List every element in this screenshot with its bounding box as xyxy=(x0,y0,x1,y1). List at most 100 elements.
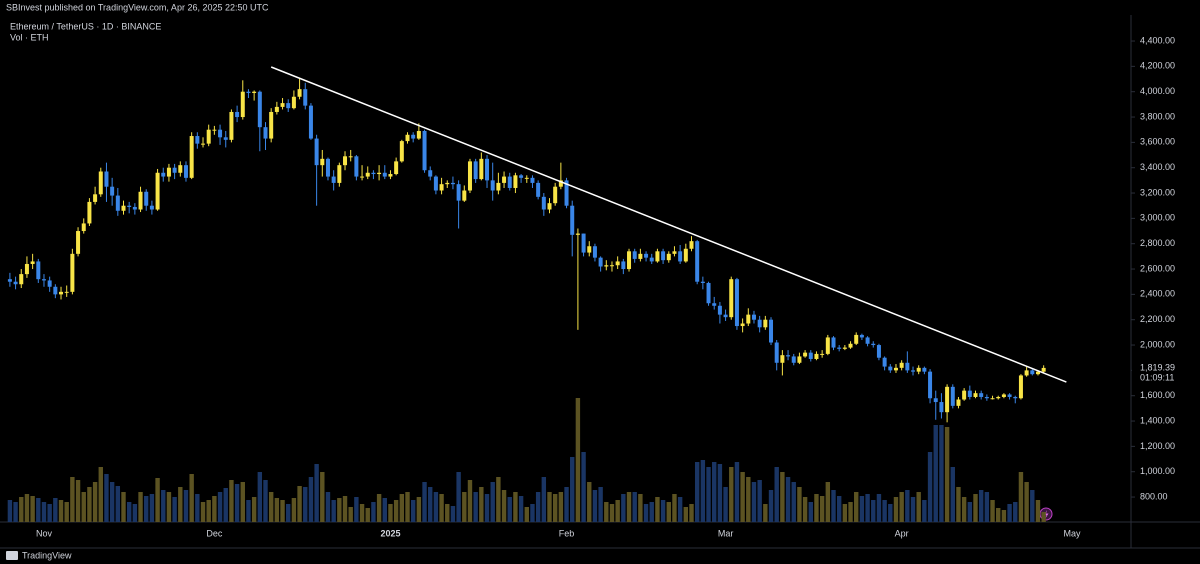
volume-bar xyxy=(178,487,183,522)
volume-bar xyxy=(422,482,427,522)
candle-body xyxy=(166,167,171,177)
volume-bar xyxy=(280,500,285,522)
volume-bar xyxy=(513,492,518,522)
volume-bar xyxy=(570,457,575,522)
candle-body xyxy=(269,111,274,139)
volume-bar xyxy=(268,492,274,522)
candle-body xyxy=(700,281,705,283)
candle-body xyxy=(297,89,302,97)
volume-bar xyxy=(251,497,257,522)
volume-bar xyxy=(325,492,331,522)
volume-bar xyxy=(797,487,802,522)
volume-bar xyxy=(888,504,893,522)
y-tick-label: 4,400.00 xyxy=(1140,35,1175,45)
volume-bar xyxy=(450,506,456,522)
candle-body xyxy=(462,190,467,201)
candle-body xyxy=(348,156,353,158)
volume-bar xyxy=(359,504,365,522)
volume-bar xyxy=(524,507,529,522)
volume-bar xyxy=(132,504,138,522)
candle-body xyxy=(456,184,461,201)
volume-bar xyxy=(246,500,251,522)
volume-bar xyxy=(337,498,342,522)
volume-bar xyxy=(933,425,938,522)
volume-bar xyxy=(990,500,995,522)
candle-body xyxy=(274,106,279,112)
volume-bar xyxy=(371,502,376,522)
candle-body xyxy=(655,251,660,262)
volume-bar xyxy=(808,502,813,522)
candle-body xyxy=(825,337,830,354)
candle-body xyxy=(689,241,694,249)
candle-body xyxy=(382,172,387,177)
volume-bar xyxy=(689,504,694,522)
volume-bar xyxy=(819,496,825,522)
y-tick-label: 1,200.00 xyxy=(1140,441,1175,451)
volume-bar xyxy=(13,502,18,522)
volume-bar xyxy=(416,497,422,522)
volume-bars xyxy=(7,398,1046,522)
volume-bar xyxy=(217,492,223,522)
candle-body xyxy=(439,184,444,191)
candle-body xyxy=(161,172,166,177)
volume-bar xyxy=(518,496,524,522)
volume-bar xyxy=(206,500,211,522)
candle-body xyxy=(286,103,291,109)
volume-bar xyxy=(104,474,109,522)
candle-body xyxy=(473,161,478,180)
candle-body xyxy=(252,91,257,93)
volume-bar xyxy=(331,500,336,522)
candle-body xyxy=(797,356,802,363)
volume-bar xyxy=(575,398,581,522)
candle-body xyxy=(337,165,342,183)
candle-body xyxy=(865,337,870,344)
candle-body xyxy=(928,371,933,399)
volume-bar xyxy=(655,497,660,522)
volume-bar xyxy=(121,492,126,522)
volume-bar xyxy=(376,494,382,522)
x-tick-label: Mar xyxy=(718,528,734,538)
candle-body xyxy=(155,172,160,210)
candle-body xyxy=(394,161,399,175)
candle-body xyxy=(178,165,183,173)
candle-body xyxy=(729,279,734,318)
candle-body xyxy=(564,180,569,206)
volume-bar xyxy=(939,425,944,522)
volume-bar xyxy=(195,494,200,522)
volume-bar xyxy=(155,478,160,522)
volume-bar xyxy=(564,487,569,522)
volume-bar xyxy=(944,427,950,522)
volume-bar xyxy=(149,494,155,522)
candle-body xyxy=(246,91,251,93)
volume-bar xyxy=(399,494,405,522)
volume-bar xyxy=(615,500,620,522)
candle-body xyxy=(127,205,132,207)
candle-body xyxy=(763,319,768,328)
volume-bar xyxy=(802,497,808,522)
y-tick-label: 4,000.00 xyxy=(1140,86,1175,96)
volume-bar xyxy=(456,472,461,522)
y-tick-label: 1,400.00 xyxy=(1140,415,1175,425)
last-price-box xyxy=(1132,361,1200,384)
volume-bar xyxy=(1007,504,1012,522)
x-tick-label: May xyxy=(1064,528,1082,538)
volume-bar xyxy=(303,487,308,522)
volume-bar xyxy=(558,492,564,522)
candle-body xyxy=(916,367,921,372)
volume-bar xyxy=(144,496,149,522)
candle-body xyxy=(320,158,325,166)
y-tick-label: 3,600.00 xyxy=(1140,137,1175,147)
volume-bar xyxy=(161,490,166,522)
y-tick-label: 3,000.00 xyxy=(1140,213,1175,223)
candle-body xyxy=(115,195,120,211)
candle-body xyxy=(172,167,177,173)
candle-body xyxy=(360,176,365,178)
chart-title: Ethereum / TetherUS · 1D · BINANCE xyxy=(10,21,161,31)
candle-body xyxy=(428,170,433,177)
candle-body xyxy=(1024,370,1029,376)
candle-body xyxy=(280,103,285,107)
alert-bolt xyxy=(1044,510,1049,519)
volume-bar xyxy=(365,508,370,522)
volume-bar xyxy=(768,490,774,522)
